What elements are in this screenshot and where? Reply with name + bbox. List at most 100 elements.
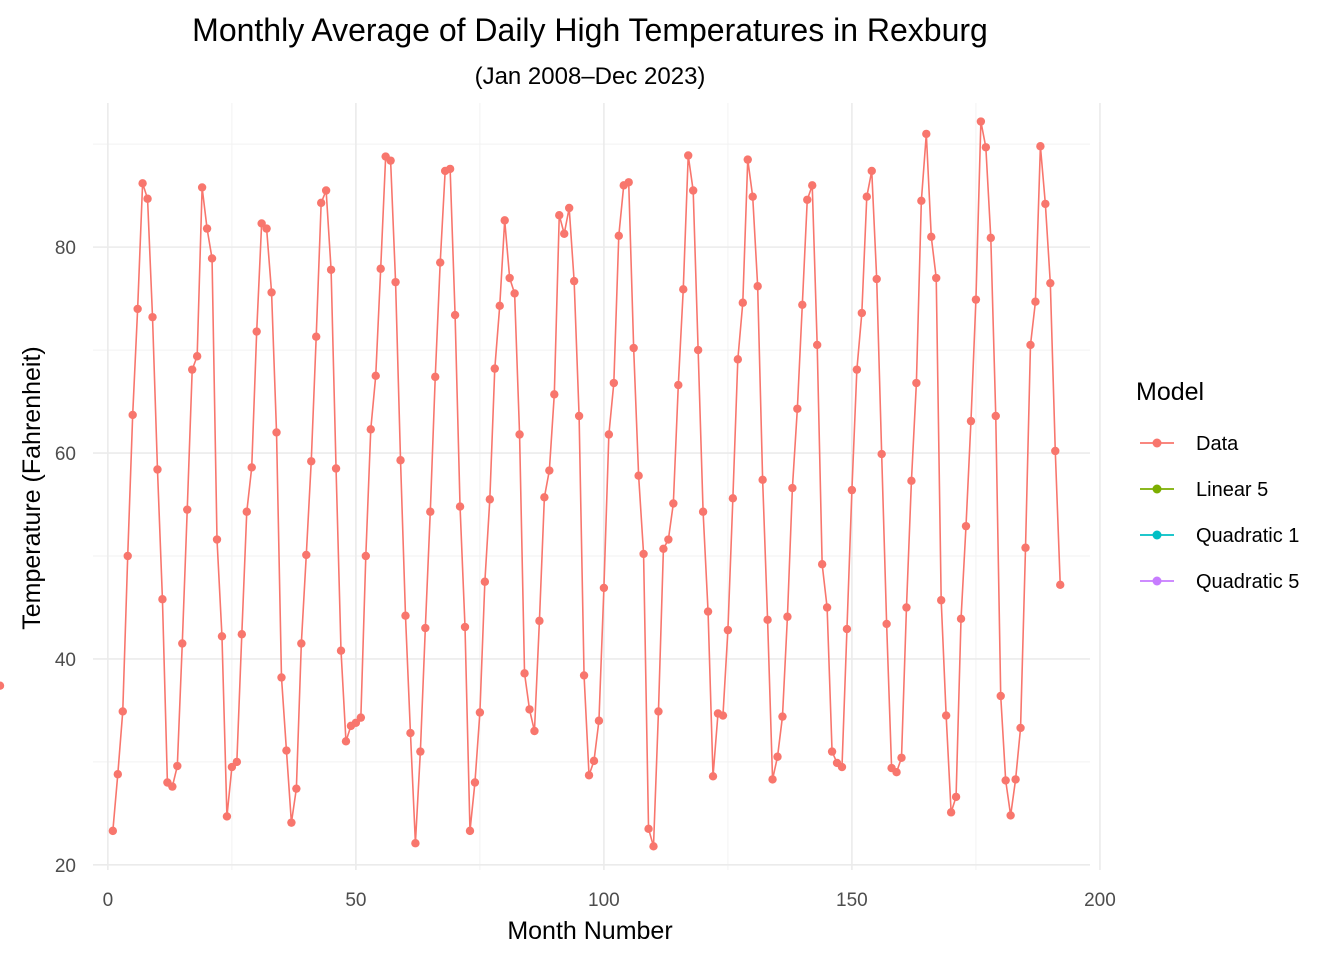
data-point: [684, 151, 693, 160]
data-point: [292, 784, 301, 793]
legend: Model Data Linear 5 Quadratic 1 Quadratic 5: [1136, 378, 1299, 593]
data-point: [897, 753, 906, 762]
data-point: [708, 772, 718, 781]
x-axis-title: Month Number: [507, 917, 672, 945]
data-point: [282, 746, 291, 755]
data-point: [272, 428, 281, 437]
data-point: [520, 669, 529, 678]
data-point: [941, 711, 951, 720]
y-tick-label: 20: [55, 856, 76, 877]
data-point: [1031, 297, 1040, 306]
data-point: [981, 143, 991, 152]
data-point: [277, 673, 286, 682]
data-point: [693, 345, 703, 355]
data-point: [252, 327, 261, 336]
data-point: [669, 499, 678, 508]
data-point: [594, 716, 604, 725]
data-point: [703, 607, 713, 616]
data-point: [391, 277, 400, 287]
data-point: [143, 194, 152, 203]
data-point: [321, 186, 331, 195]
data-point: [882, 619, 891, 629]
legend-key: [1140, 576, 1174, 586]
data-point: [431, 372, 440, 382]
data-point: [654, 707, 663, 716]
data-point: [540, 493, 549, 502]
data-point: [232, 757, 242, 767]
data-point: [197, 183, 207, 192]
data-point: [178, 639, 187, 648]
x-tick-label: 150: [836, 890, 868, 911]
data-point: [793, 404, 802, 413]
data-point: [262, 224, 271, 233]
data-point: [932, 273, 941, 283]
data-point: [664, 535, 673, 544]
data-point: [877, 449, 886, 459]
data-point: [123, 551, 132, 561]
data-point: [842, 624, 852, 634]
axis-tick-labels: 0 50 100 150 200 20 40 60 80: [55, 238, 1116, 911]
data-point: [470, 778, 480, 787]
data-point: [560, 229, 569, 238]
data-point: [951, 792, 961, 802]
data-point: [133, 304, 142, 314]
legend-key-point: [1152, 438, 1162, 448]
data-point: [396, 456, 405, 465]
data-point: [629, 343, 638, 353]
data-point: [287, 818, 296, 827]
chart-subtitle: (Jan 2008–Dec 2023): [475, 63, 706, 90]
data-point: [624, 178, 633, 187]
data-point: [674, 380, 683, 390]
data-point: [515, 430, 524, 439]
data-point: [837, 762, 847, 772]
data-point: [326, 265, 336, 274]
data-point: [212, 535, 222, 544]
data-point: [827, 747, 837, 756]
data-point: [922, 129, 931, 139]
data-point: [788, 483, 797, 493]
data-point: [971, 295, 981, 304]
grid-minor: [93, 103, 1090, 870]
data-point: [153, 465, 162, 474]
data-point: [416, 747, 425, 756]
data-point: [659, 544, 668, 553]
legend-key: [1140, 484, 1174, 494]
data-point: [1001, 776, 1010, 785]
data-point: [564, 203, 574, 213]
series-layer: [0, 117, 1065, 851]
data-point: [460, 622, 470, 632]
data-point: [812, 340, 822, 350]
series-data: [0, 117, 1065, 851]
x-tick-label: 50: [345, 890, 366, 911]
data-point: [644, 824, 653, 834]
data-point: [411, 839, 420, 848]
data-point: [148, 312, 157, 322]
data-point: [912, 378, 921, 388]
data-point: [569, 276, 579, 286]
data-point: [907, 476, 916, 486]
data-point: [222, 812, 232, 821]
data-point: [609, 378, 619, 388]
data-point: [733, 355, 743, 364]
y-tick-label: 80: [55, 238, 76, 259]
data-point: [956, 614, 966, 623]
data-point: [1046, 278, 1055, 288]
data-point: [917, 196, 926, 206]
data-point: [366, 425, 375, 434]
data-point: [817, 560, 827, 569]
data-point: [361, 551, 371, 561]
data-point: [267, 288, 276, 297]
data-point: [336, 646, 346, 655]
data-point: [738, 298, 747, 307]
data-point: [500, 216, 509, 225]
legend-label: Quadratic 5: [1196, 571, 1299, 593]
data-point: [862, 192, 871, 201]
data-point: [579, 671, 589, 680]
data-point: [723, 625, 733, 635]
data-point: [808, 181, 817, 190]
data-point: [991, 411, 1000, 421]
data-point: [778, 712, 787, 721]
data-point: [237, 630, 247, 639]
data-point: [401, 611, 410, 620]
